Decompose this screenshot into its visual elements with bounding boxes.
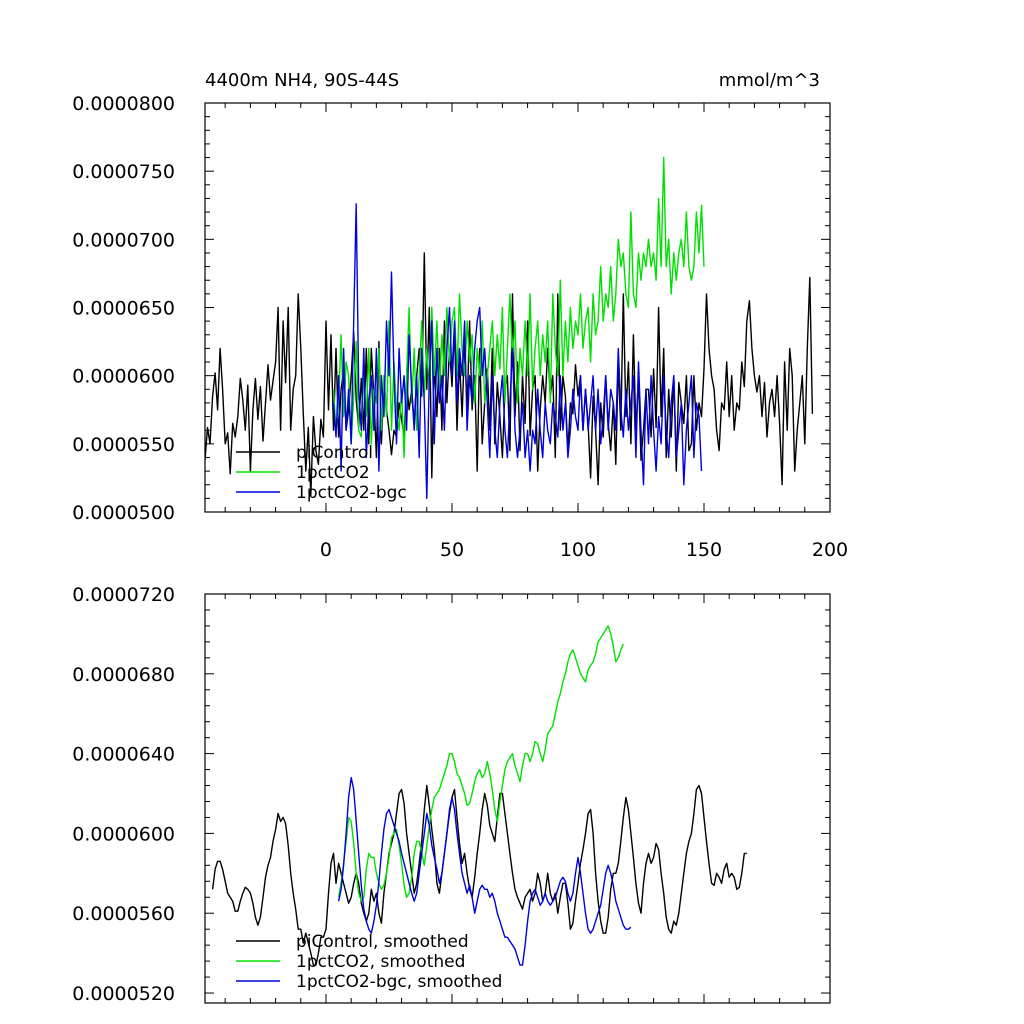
bottom-panel: 0.0000520 0.0000560 0.0000600 0.0000640 0.00… xyxy=(72,584,831,1005)
panel1-y-tick-label: 0.0000520 xyxy=(72,983,175,1005)
chart-title: 4400m NH4, 90S-44S xyxy=(205,70,399,91)
panel0-y-tick-label: 0.0000800 xyxy=(72,93,175,115)
panel1-y-tick-label: 0.0000560 xyxy=(72,903,175,925)
units-label: mmol/m^3 xyxy=(719,70,820,91)
panel0-y-tick-label: 0.0000550 xyxy=(72,434,175,456)
panel1-legend-label-2: 1pctCO2-bgc, smoothed xyxy=(296,972,502,992)
panel0-y-tick-label: 0.0000750 xyxy=(72,161,175,183)
panel0-series-line-2 xyxy=(332,203,703,500)
panel1-y-tick-label: 0.0000600 xyxy=(72,823,175,845)
panel1-series-line-2 xyxy=(337,776,632,966)
panel0-legend-label-2: 1pctCO2-bgc xyxy=(296,483,407,503)
panel0-x-tick-label: 150 xyxy=(686,539,722,561)
panel1-series-line-0 xyxy=(211,784,747,966)
panel0-x-tick-label: 50 xyxy=(440,539,464,561)
panel0-y-tick-label: 0.0000600 xyxy=(72,366,175,388)
panel1-legend-label-0: piControl, smoothed xyxy=(296,932,469,952)
panel0-x-tick-label: 0 xyxy=(320,539,332,561)
panel0-x-tick-label: 100 xyxy=(560,539,596,561)
panel0-series-line-1 xyxy=(332,156,705,459)
panel1-y-tick-label: 0.0000680 xyxy=(72,664,175,686)
panel1-frame xyxy=(204,593,831,1004)
panel1-y-tick-label: 0.0000640 xyxy=(72,744,175,766)
panel0-series-line-0 xyxy=(205,252,814,497)
panel1-y-tick-label: 0.0000720 xyxy=(72,584,175,606)
panel0-legend-label-0: piControl xyxy=(296,443,373,463)
panel1-series-line-1 xyxy=(337,625,624,902)
panel0-legend-label-1: 1pctCO2 xyxy=(296,463,370,483)
panel0-x-tick-label: 200 xyxy=(812,539,848,561)
panel0-y-tick-label: 0.0000700 xyxy=(72,229,175,251)
panel1-legend-label-1: 1pctCO2, smoothed xyxy=(296,952,465,972)
panel0-y-tick-label: 0.0000650 xyxy=(72,298,175,320)
panel0-y-tick-label: 0.0000500 xyxy=(72,502,175,524)
top-panel: 0 50 100 150 200 0.0000500 0.0000550 0.0000600 0… xyxy=(72,93,848,561)
